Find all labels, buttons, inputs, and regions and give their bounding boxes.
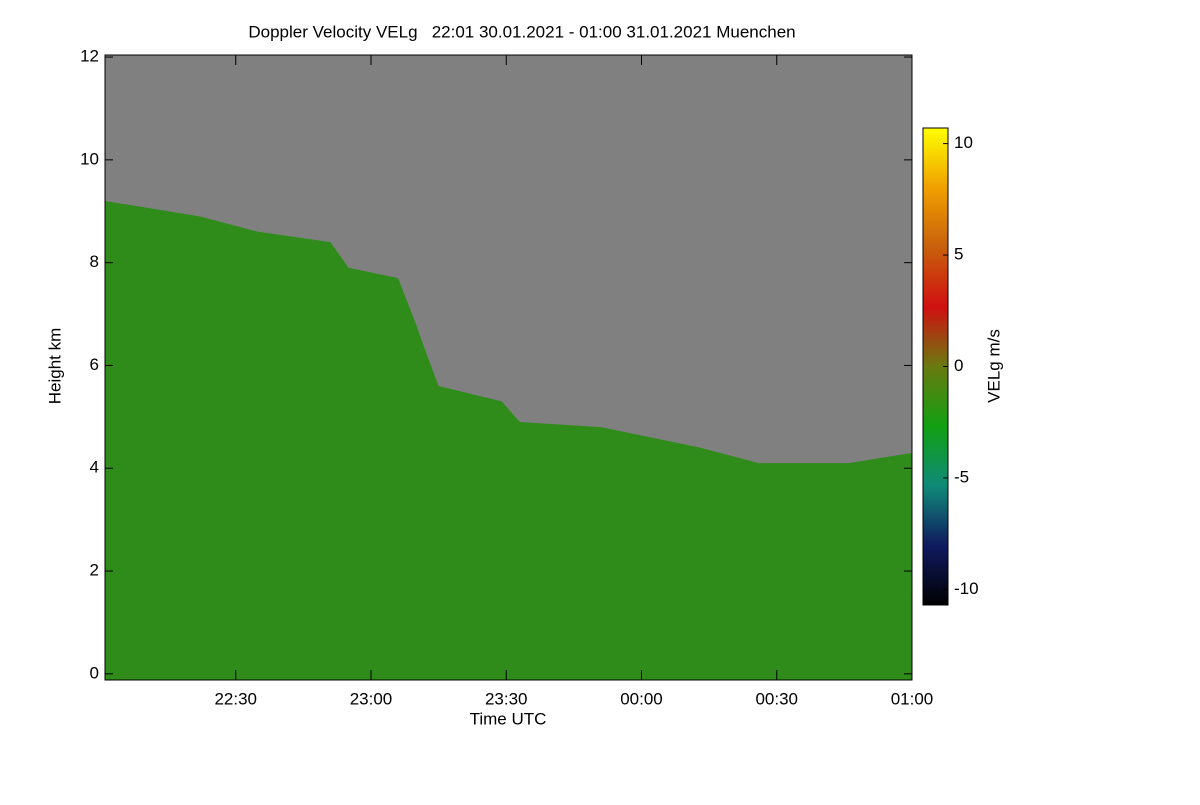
colorbar-tick-label: 5 xyxy=(954,245,963,264)
colorbar-tick-label: -5 xyxy=(954,467,969,486)
x-tick-label: 23:30 xyxy=(485,689,528,708)
y-tick-label: 0 xyxy=(90,663,99,682)
y-tick-label: 4 xyxy=(90,458,99,477)
x-tick-label: 23:00 xyxy=(350,689,393,708)
plot-frame xyxy=(104,54,913,681)
y-tick-label: 10 xyxy=(80,149,99,168)
colorbar-tick-label: -10 xyxy=(954,579,979,598)
x-axis-label: Time UTC xyxy=(470,709,547,728)
cloud-area xyxy=(105,200,912,680)
colorbar-label: VELg m/s xyxy=(984,329,1003,403)
chart-title: Doppler Velocity VELg 22:01 30.01.2021 -… xyxy=(248,22,795,41)
x-tick-label: 01:00 xyxy=(891,689,934,708)
y-tick-label: 6 xyxy=(90,355,99,374)
x-tick-label: 00:00 xyxy=(620,689,663,708)
colorbar xyxy=(922,127,949,606)
y-tick-label: 8 xyxy=(90,252,99,271)
x-tick-label: 00:30 xyxy=(755,689,798,708)
y-tick-label: 12 xyxy=(80,47,99,66)
y-axis-label: Height km xyxy=(45,328,64,405)
colorbar-tick-label: 10 xyxy=(954,133,973,152)
colorbar-tick-label: 0 xyxy=(954,356,963,375)
x-tick-label: 22:30 xyxy=(214,689,257,708)
y-tick-label: 2 xyxy=(90,561,99,580)
